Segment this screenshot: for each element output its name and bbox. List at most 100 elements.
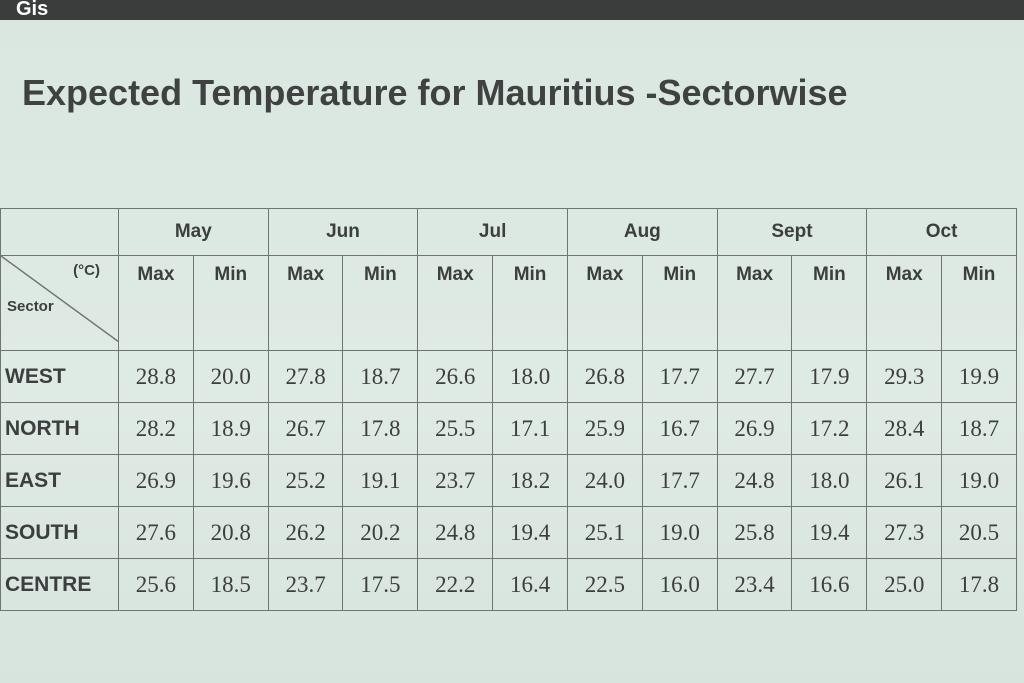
temperature-cell: 20.0 (192, 350, 269, 403)
temperature-cell: 19.4 (791, 506, 868, 559)
data-row: SOUTH 27.6 20.8 26.2 20.2 24.8 19.4 25.1 19.0 25.… (0, 506, 1017, 559)
temperature-cell: 26.9 (118, 454, 194, 507)
temperature-cell: 28.2 (118, 402, 194, 455)
temperature-cell: 18.0 (492, 350, 568, 403)
temperature-cell: 23.7 (417, 454, 494, 507)
month-header: Sept (716, 208, 868, 256)
logo: Gis (16, 0, 49, 20)
temperature-cell: 19.6 (192, 454, 269, 507)
subheader: Min (791, 255, 868, 351)
temperature-cell: 26.7 (267, 402, 344, 455)
corner-cell: (°C) Sector (0, 255, 119, 351)
subheader: Min (492, 255, 568, 351)
sector-name: CENTRE (0, 558, 119, 611)
data-row: WEST 28.8 20.0 27.8 18.7 26.6 18.0 26.8 17.7 27.7… (0, 350, 1017, 403)
month-row: May Jun Jul Aug Sept Oct (0, 208, 1017, 256)
temperature-cell: 25.2 (267, 454, 344, 507)
temperature-cell: 17.8 (941, 558, 1017, 611)
subheader: Min (192, 255, 269, 351)
temperature-cell: 18.9 (192, 402, 269, 455)
temperature-cell: 25.5 (417, 402, 494, 455)
month-header: Aug (566, 208, 718, 256)
data-row: NORTH 28.2 18.9 26.7 17.8 25.5 17.1 25.9 16.7 26.… (0, 402, 1017, 455)
temperature-cell: 26.9 (716, 402, 793, 455)
temperature-cell: 25.6 (118, 558, 194, 611)
temperature-cell: 26.6 (417, 350, 494, 403)
temperature-cell: 29.3 (866, 350, 943, 403)
temperature-cell: 27.6 (118, 506, 194, 559)
temperature-cell: 19.0 (941, 454, 1017, 507)
slide-title: Expected Temperature for Mauritius -Sect… (22, 72, 848, 113)
temperature-cell: 17.7 (641, 350, 718, 403)
temperature-cell: 16.0 (641, 558, 718, 611)
temperature-cell: 18.7 (941, 402, 1017, 455)
temperature-cell: 19.0 (641, 506, 718, 559)
temperature-cell: 19.4 (492, 506, 568, 559)
subheader: Max (118, 255, 194, 351)
temperature-cell: 24.8 (417, 506, 494, 559)
temperature-cell: 19.1 (342, 454, 419, 507)
temperature-cell: 17.2 (791, 402, 868, 455)
temperature-cell: 25.0 (866, 558, 943, 611)
temperature-cell: 25.8 (716, 506, 793, 559)
top-bar (0, 0, 1024, 20)
temperature-cell: 20.5 (941, 506, 1017, 559)
temperature-cell: 27.8 (267, 350, 344, 403)
sector-name: WEST (0, 350, 119, 403)
temperature-cell: 17.7 (641, 454, 718, 507)
diagonal (1, 256, 119, 342)
data-row: CENTRE 25.6 18.5 23.7 17.5 22.2 16.4 22.5 16.0 23… (0, 558, 1017, 611)
subheader: Min (941, 255, 1017, 351)
temperature-cell: 24.0 (566, 454, 643, 507)
sector-name: NORTH (0, 402, 119, 455)
subheader: Max (716, 255, 793, 351)
subheader: Max (267, 255, 344, 351)
temperature-cell: 22.5 (566, 558, 643, 611)
subheader-row: (°C) Sector Max Min Max Min Max Min Max Min Max M… (0, 255, 1017, 351)
temperature-cell: 27.3 (866, 506, 943, 559)
temperature-cell: 25.1 (566, 506, 643, 559)
temperature-cell: 26.1 (866, 454, 943, 507)
month-header: May (118, 208, 269, 256)
temperature-cell: 28.4 (866, 402, 943, 455)
sector-name: EAST (0, 454, 119, 507)
temperature-cell: 16.4 (492, 558, 568, 611)
temperature-cell: 17.9 (791, 350, 868, 403)
temperature-cell: 23.4 (716, 558, 793, 611)
month-header: Oct (866, 208, 1017, 256)
temperature-cell: 16.7 (641, 402, 718, 455)
temperature-cell: 17.5 (342, 558, 419, 611)
sector-name: SOUTH (0, 506, 119, 559)
temperature-cell: 17.1 (492, 402, 568, 455)
temperature-cell: 20.8 (192, 506, 269, 559)
temperature-cell: 24.8 (716, 454, 793, 507)
subheader: Max (566, 255, 643, 351)
temperature-cell: 25.9 (566, 402, 643, 455)
month-header: Jul (417, 208, 568, 256)
month-header: Jun (267, 208, 419, 256)
temperature-cell: 19.9 (941, 350, 1017, 403)
data-row: EAST 26.9 19.6 25.2 19.1 23.7 18.2 24.0 17.7 24.8… (0, 454, 1017, 507)
unit-label: (°C) (73, 262, 100, 279)
blank-cell (0, 208, 119, 256)
subheader: Max (417, 255, 494, 351)
temperature-cell: 17.8 (342, 402, 419, 455)
temperature-cell: 18.0 (791, 454, 868, 507)
temperature-cell: 28.8 (118, 350, 194, 403)
temperature-cell: 26.8 (566, 350, 643, 403)
temperature-cell: 26.2 (267, 506, 344, 559)
temperature-cell: 20.2 (342, 506, 419, 559)
temperature-cell: 16.6 (791, 558, 868, 611)
subheader: Max (866, 255, 943, 351)
temperature-cell: 18.2 (492, 454, 568, 507)
temperature-cell: 23.7 (267, 558, 344, 611)
subheader: Min (342, 255, 419, 351)
temperature-table: May Jun Jul Aug Sept Oct (°C) Sector Max Min Ma… (0, 208, 1017, 611)
temperature-cell: 27.7 (716, 350, 793, 403)
temperature-cell: 18.5 (192, 558, 269, 611)
temperature-cell: 18.7 (342, 350, 419, 403)
sector-label: Sector (7, 298, 54, 315)
temperature-cell: 22.2 (417, 558, 494, 611)
subheader: Min (641, 255, 718, 351)
